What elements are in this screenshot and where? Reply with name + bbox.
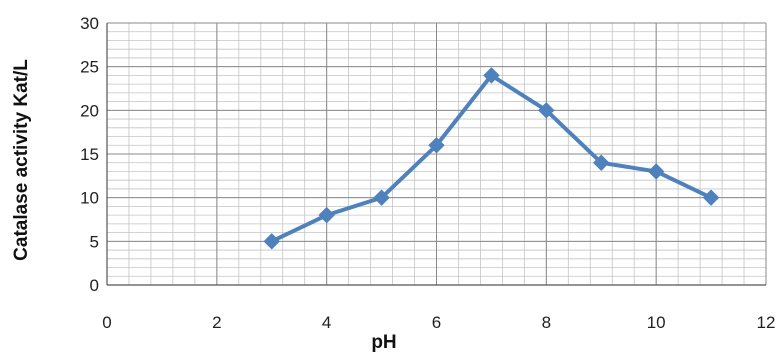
series-line [269,73,714,244]
y-tick-label: 15 [80,145,99,164]
x-tick-label: 2 [212,313,221,332]
y-axis-label: Catalase activity Kat/L [11,59,32,261]
x-tick-label: 12 [757,313,776,332]
data-point-marker [318,206,335,224]
x-tick-label: 6 [432,313,441,332]
series-group [263,67,720,250]
data-point-marker [373,189,390,206]
y-tick-label: 10 [80,189,99,208]
y-tick-label: 20 [80,101,99,120]
axes [106,23,766,286]
data-point-marker [428,137,445,154]
x-tick-label: 0 [102,313,111,332]
y-tick-label: 0 [90,276,99,295]
data-point-marker [538,102,555,119]
y-tick-label: 30 [80,14,99,33]
x-axis-label: pH [371,332,396,352]
x-tick-label: 4 [322,313,331,332]
data-point-marker [702,189,720,206]
data-point-marker [593,154,610,171]
data-point-marker [483,67,500,84]
y-tick-label: 5 [90,232,99,251]
data-point-marker [647,163,665,180]
y-tick-label: 25 [80,58,99,77]
data-point-marker [263,233,280,250]
x-tick-label: 8 [542,313,551,332]
x-tick-label: 10 [647,313,666,332]
grid [106,22,767,286]
x-tick-labels: 0 2 4 6 8 10 12 [102,313,775,332]
y-tick-labels: 0 5 10 15 20 25 30 [80,14,99,295]
